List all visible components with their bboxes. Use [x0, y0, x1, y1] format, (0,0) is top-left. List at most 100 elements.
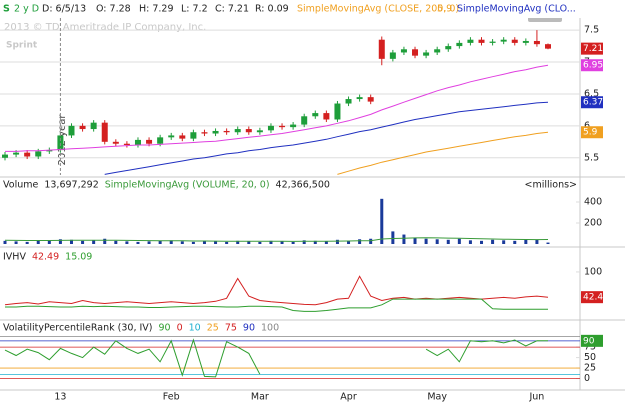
candle-body [90, 122, 97, 130]
volume-bar [25, 241, 29, 244]
candle-body [478, 39, 485, 43]
candle-body [57, 135, 64, 151]
watermark: 2013 © TD Ameritrade IP Company, Inc. [4, 22, 206, 33]
series-last-value-box [581, 291, 603, 304]
candle-body [168, 135, 175, 138]
volume-bar [291, 241, 295, 244]
volume-bar [47, 240, 51, 244]
candle-body [533, 40, 540, 45]
x-tick-label: Feb [163, 392, 180, 403]
series-last-value: 5.9 [583, 128, 598, 138]
candle-body [13, 152, 20, 155]
candle-body [301, 116, 308, 125]
line-series [5, 64, 549, 152]
low-readout: L: 7.2 [181, 4, 208, 15]
volume-bar [435, 239, 439, 244]
last-price-box [581, 42, 603, 55]
volume-bar [457, 238, 461, 244]
candle-body [511, 39, 518, 43]
volume-bar [335, 239, 339, 244]
volume-bar [180, 241, 184, 244]
panel-readout: Volume [3, 180, 38, 191]
x-tick-label: 13 [54, 392, 66, 403]
logo: Sprint [6, 41, 38, 51]
candle-body [378, 39, 385, 59]
unit-label: <millions> [524, 180, 577, 191]
volume-bar [36, 240, 40, 244]
candle-body [190, 132, 197, 139]
line-series [5, 298, 548, 312]
candle-body [312, 113, 319, 117]
volume-bar [446, 239, 450, 244]
volume-bar [158, 240, 162, 244]
candle-body [367, 97, 374, 102]
candle-body [146, 139, 153, 144]
volume-bar [413, 237, 417, 244]
candle-body [46, 150, 53, 152]
candle-body [434, 49, 441, 53]
y-tick-label: 100 [584, 266, 602, 277]
y-tick-label: 6.5 [584, 88, 599, 99]
study-name: SimpleMovingAvg (CLO... [457, 4, 576, 15]
volume-bar [58, 239, 62, 244]
panel-readout: SimpleMovingAvg (VOLUME, 20, 0) [105, 180, 270, 191]
series-last-value-box [581, 59, 603, 72]
high-readout: H: 7.29 [139, 4, 174, 15]
candle-body [500, 39, 507, 42]
candle-body [267, 125, 274, 131]
volume-bar [69, 239, 73, 244]
volume-bar [136, 241, 140, 244]
volume-bar [402, 234, 406, 244]
panel-readout: 90 [159, 323, 171, 334]
volume-bar [513, 240, 517, 244]
candle-body [245, 129, 252, 133]
plot-layer [0, 18, 580, 380]
volume-bar [424, 238, 428, 244]
volume-bar [258, 241, 262, 244]
volume-bar [546, 242, 550, 244]
symbol: S [3, 4, 10, 15]
y-tick-label: 7.5 [584, 25, 599, 36]
series-last-value: 90 [583, 336, 595, 346]
candle-body [123, 143, 130, 146]
period: 2 y D [14, 4, 39, 15]
volume-bar [114, 240, 118, 244]
y-tick-label: 5.5 [584, 152, 599, 163]
volume-bar [524, 239, 528, 244]
candle-body [157, 137, 164, 144]
candle-body [489, 41, 496, 43]
y-tick-label: 6 [584, 120, 590, 131]
volume-bar [535, 239, 539, 244]
line-series [104, 101, 549, 175]
candle-body [345, 99, 352, 104]
series-last-value-box [581, 126, 603, 139]
volume-bar [269, 240, 273, 244]
volume-bar [225, 241, 229, 244]
open-readout: O: 7.28 [96, 4, 131, 15]
volume-bar [468, 240, 472, 244]
volume-bar [81, 240, 85, 244]
volume-bar [391, 231, 395, 244]
candle-body [101, 122, 108, 142]
candle-body [545, 44, 551, 49]
volume-bar [202, 240, 206, 244]
volume-bar [347, 240, 351, 244]
volume-bar [380, 198, 384, 244]
candle-body [522, 40, 529, 43]
y-tick-label: 200 [584, 217, 602, 228]
volume-bar [280, 241, 284, 244]
candle-body [223, 130, 230, 133]
line-series [337, 131, 549, 175]
series-last-value: 6.95 [583, 61, 603, 71]
volume-bar [502, 240, 506, 244]
candle-body [356, 97, 363, 100]
y-tick-label: 400 [584, 196, 602, 207]
range-readout: R: 0.09 [255, 4, 289, 15]
panel-readout: 25 [207, 323, 219, 334]
candle-body [68, 125, 75, 136]
volume-bar [169, 240, 173, 244]
candle-body [256, 130, 263, 133]
candle-body [234, 129, 241, 133]
